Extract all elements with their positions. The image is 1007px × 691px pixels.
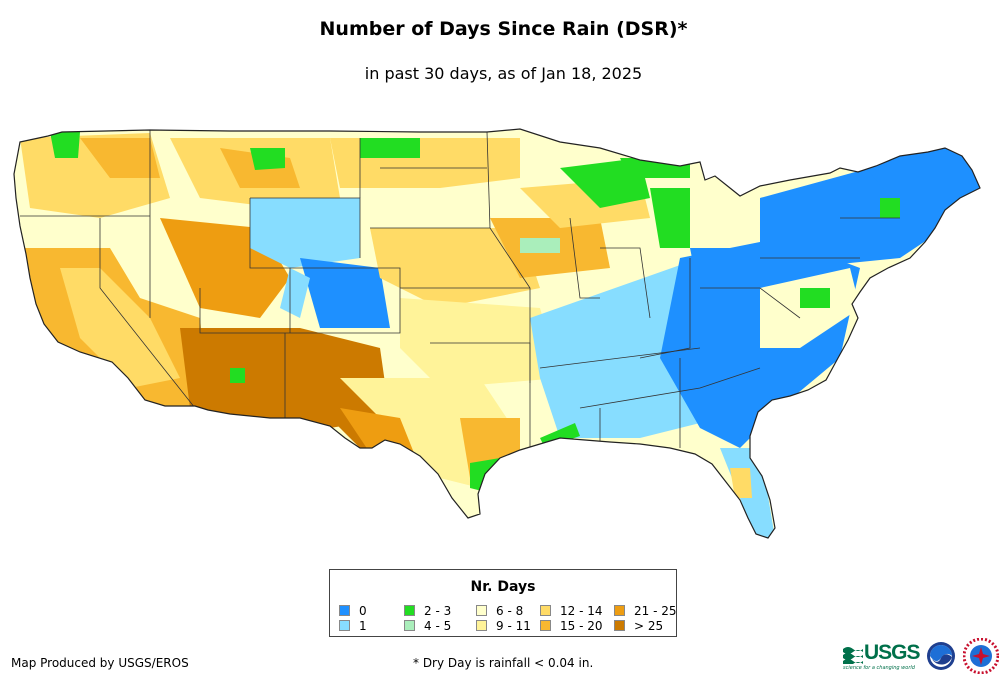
nws-logo <box>963 638 999 674</box>
legend-label: 0 <box>359 604 367 618</box>
legend-swatch <box>339 605 350 616</box>
legend-swatch <box>339 620 350 631</box>
legend-item: 2 - 3 <box>404 605 451 617</box>
legend-title: Nr. Days <box>470 579 536 595</box>
legend-swatch <box>476 620 487 631</box>
legend-swatch <box>404 605 415 616</box>
legend-item: 9 - 11 <box>476 620 531 632</box>
legend-label: 6 - 8 <box>496 604 524 618</box>
map-credit: Map Produced by USGS/EROS <box>11 656 189 670</box>
legend-swatch <box>476 605 487 616</box>
legend-label: 4 - 5 <box>424 619 452 633</box>
usgs-wave-icon <box>843 647 863 664</box>
map-subtitle: in past 30 days, as of Jan 18, 2025 <box>364 64 643 83</box>
legend-label: 12 - 14 <box>560 604 603 618</box>
legend-label: 9 - 11 <box>496 619 531 633</box>
legend-swatch <box>614 620 625 631</box>
legend-item: 6 - 8 <box>476 605 523 617</box>
legend-item: 12 - 14 <box>540 605 603 617</box>
legend-swatch <box>614 605 625 616</box>
legend-swatch <box>540 620 551 631</box>
legend-item: 4 - 5 <box>404 620 451 632</box>
usgs-wordmark: USGS <box>864 641 921 664</box>
legend-label: > 25 <box>634 619 664 633</box>
legend-item: 21 - 25 <box>614 605 677 617</box>
legend-label: 21 - 25 <box>634 604 677 618</box>
dry-day-note: * Dry Day is rainfall < 0.04 in. <box>413 656 594 670</box>
legend-label: 15 - 20 <box>560 619 603 633</box>
us-dsr-map <box>13 128 981 539</box>
legend-label: 1 <box>359 619 367 633</box>
usgs-tagline: science for a changing world <box>843 665 915 671</box>
legend-item: 15 - 20 <box>540 620 603 632</box>
map-title: Number of Days Since Rain (DSR)* <box>319 18 688 40</box>
legend-item: > 25 <box>614 620 663 632</box>
legend-label: 2 - 3 <box>424 604 452 618</box>
legend-item: 1 <box>339 620 367 632</box>
noaa-logo <box>927 642 955 670</box>
legend-item: 0 <box>339 605 367 617</box>
legend-swatch <box>540 605 551 616</box>
legend-swatch <box>404 620 415 631</box>
